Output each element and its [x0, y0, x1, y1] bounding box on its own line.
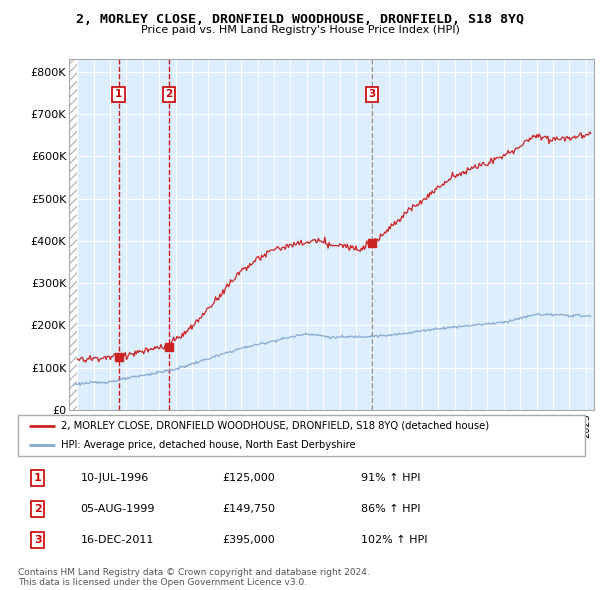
Text: 3: 3	[368, 89, 376, 99]
Bar	[69, 59, 77, 410]
Text: HPI: Average price, detached house, North East Derbyshire: HPI: Average price, detached house, Nort…	[61, 440, 355, 450]
Text: 86% ↑ HPI: 86% ↑ HPI	[361, 504, 421, 514]
Text: This data is licensed under the Open Government Licence v3.0.: This data is licensed under the Open Gov…	[18, 578, 307, 587]
Text: 16-DEC-2011: 16-DEC-2011	[80, 535, 154, 545]
Text: 1: 1	[34, 473, 42, 483]
Text: 2, MORLEY CLOSE, DRONFIELD WOODHOUSE, DRONFIELD, S18 8YQ (detached house): 2, MORLEY CLOSE, DRONFIELD WOODHOUSE, DR…	[61, 421, 488, 431]
Text: £149,750: £149,750	[222, 504, 275, 514]
Text: 3: 3	[34, 535, 41, 545]
Text: 102% ↑ HPI: 102% ↑ HPI	[361, 535, 428, 545]
Text: £395,000: £395,000	[222, 535, 275, 545]
Text: 2: 2	[34, 504, 42, 514]
Text: 05-AUG-1999: 05-AUG-1999	[80, 504, 155, 514]
Text: Price paid vs. HM Land Registry's House Price Index (HPI): Price paid vs. HM Land Registry's House …	[140, 25, 460, 35]
Text: 2, MORLEY CLOSE, DRONFIELD WOODHOUSE, DRONFIELD, S18 8YQ: 2, MORLEY CLOSE, DRONFIELD WOODHOUSE, DR…	[76, 13, 524, 26]
Text: 10-JUL-1996: 10-JUL-1996	[80, 473, 149, 483]
Text: £125,000: £125,000	[222, 473, 275, 483]
FancyBboxPatch shape	[18, 415, 585, 456]
Text: 2: 2	[165, 89, 173, 99]
Text: Contains HM Land Registry data © Crown copyright and database right 2024.: Contains HM Land Registry data © Crown c…	[18, 568, 370, 576]
Text: 1: 1	[115, 89, 122, 99]
Text: 91% ↑ HPI: 91% ↑ HPI	[361, 473, 421, 483]
